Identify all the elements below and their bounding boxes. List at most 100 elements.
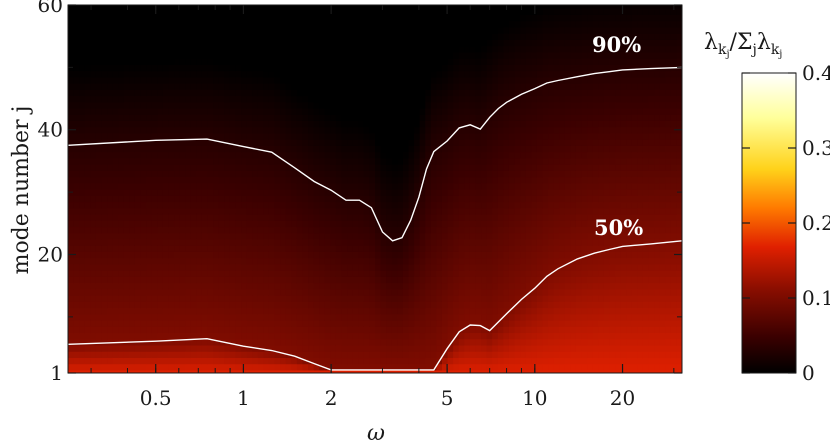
heatmap-cell xyxy=(319,20,326,28)
heatmap-cell xyxy=(313,245,320,252)
heatmap-cell xyxy=(263,157,270,165)
heatmap-cell xyxy=(481,201,488,209)
heatmap-cell xyxy=(274,226,281,234)
heatmap-cell xyxy=(453,301,460,309)
heatmap-cell xyxy=(441,20,449,28)
heatmap-cell xyxy=(95,176,103,184)
heatmap-cell xyxy=(319,164,326,171)
heatmap-cell xyxy=(79,114,86,121)
heatmap-cell xyxy=(302,344,309,352)
heatmap-cell xyxy=(408,14,415,22)
heatmap-cell xyxy=(196,257,203,265)
heatmap-cell xyxy=(514,189,521,196)
heatmap-cell xyxy=(101,326,108,334)
heatmap-cell xyxy=(235,70,242,78)
heatmap-cell xyxy=(408,195,415,203)
heatmap-cell xyxy=(151,282,158,290)
heatmap-cell xyxy=(235,139,242,146)
heatmap-cell xyxy=(441,295,449,302)
heatmap-cell xyxy=(402,344,410,352)
heatmap-cell xyxy=(296,288,304,296)
heatmap-cell xyxy=(213,26,220,34)
heatmap-cell xyxy=(397,45,404,53)
heatmap-cell xyxy=(174,226,181,234)
heatmap-cell xyxy=(201,51,209,59)
heatmap-cell xyxy=(520,319,527,327)
heatmap-cell xyxy=(213,313,220,321)
heatmap-cell xyxy=(174,319,181,327)
heatmap-cell xyxy=(185,226,192,234)
heatmap-cell xyxy=(386,213,393,221)
heatmap-cell xyxy=(146,151,153,159)
heatmap-cell xyxy=(157,8,164,15)
heatmap-cell xyxy=(68,238,75,246)
heatmap-cell xyxy=(134,357,142,365)
heatmap-cell xyxy=(213,270,220,277)
heatmap-cell xyxy=(369,195,376,203)
heatmap-cell xyxy=(268,101,276,109)
heatmap-cell xyxy=(140,14,147,22)
heatmap-cell xyxy=(207,139,214,146)
heatmap-cell xyxy=(425,332,432,340)
heatmap-cell xyxy=(190,82,197,90)
heatmap-cell xyxy=(324,207,331,215)
heatmap-cell xyxy=(330,332,337,340)
heatmap-cell xyxy=(375,238,382,246)
heatmap-cell xyxy=(218,344,225,352)
heatmap-cell xyxy=(430,70,437,78)
heatmap-cell xyxy=(118,369,125,373)
heatmap-cell xyxy=(196,64,203,72)
heatmap-cell xyxy=(335,39,343,47)
heatmap-cell xyxy=(118,357,125,365)
heatmap-cell xyxy=(213,220,220,228)
heatmap-cell xyxy=(246,14,253,22)
heatmap-cell xyxy=(185,189,192,196)
heatmap-cell xyxy=(453,45,460,53)
heatmap-cell xyxy=(425,120,432,128)
heatmap-cell xyxy=(453,101,460,109)
heatmap-cell xyxy=(263,189,270,196)
heatmap-cell xyxy=(408,8,415,15)
heatmap-cell xyxy=(213,51,220,59)
heatmap-cell xyxy=(447,139,454,146)
heatmap-cell xyxy=(112,319,119,327)
heatmap-cell xyxy=(492,301,499,309)
heatmap-cell xyxy=(162,107,170,115)
heatmap-cell xyxy=(408,276,415,284)
heatmap-cell xyxy=(257,64,264,72)
heatmap-cell xyxy=(419,14,426,22)
heatmap-cell xyxy=(391,157,398,165)
heatmap-cell xyxy=(508,332,516,340)
heatmap-cell xyxy=(330,263,337,271)
heatmap-cell xyxy=(123,45,130,53)
heatmap-cell xyxy=(425,89,432,97)
heatmap-cell xyxy=(296,20,304,28)
heatmap-cell xyxy=(497,369,504,373)
heatmap-cell xyxy=(246,45,253,53)
heatmap-cell xyxy=(335,14,343,22)
heatmap-cell xyxy=(419,132,426,140)
heatmap-cell xyxy=(525,89,532,97)
heatmap-cell xyxy=(95,220,103,228)
heatmap-cell xyxy=(201,170,209,178)
heatmap-cell xyxy=(129,363,136,371)
heatmap-cell xyxy=(107,351,114,359)
heatmap-cell xyxy=(168,39,175,47)
heatmap-cell xyxy=(436,101,443,109)
heatmap-cell xyxy=(436,82,443,90)
heatmap-cell xyxy=(408,245,415,252)
heatmap-cell xyxy=(308,139,315,146)
heatmap-cell xyxy=(229,176,237,184)
heatmap-cell xyxy=(358,357,365,365)
heatmap-cell xyxy=(520,226,527,234)
heatmap-cell xyxy=(229,307,237,315)
heatmap-cell xyxy=(453,145,460,153)
heatmap-cell xyxy=(285,332,292,340)
heatmap-cell xyxy=(201,39,209,47)
heatmap-cell xyxy=(235,58,242,65)
heatmap-cell xyxy=(241,319,248,327)
heatmap-cell xyxy=(140,132,147,140)
heatmap-cell xyxy=(157,301,164,309)
heatmap-cell xyxy=(453,64,460,72)
heatmap-cell xyxy=(79,145,86,153)
